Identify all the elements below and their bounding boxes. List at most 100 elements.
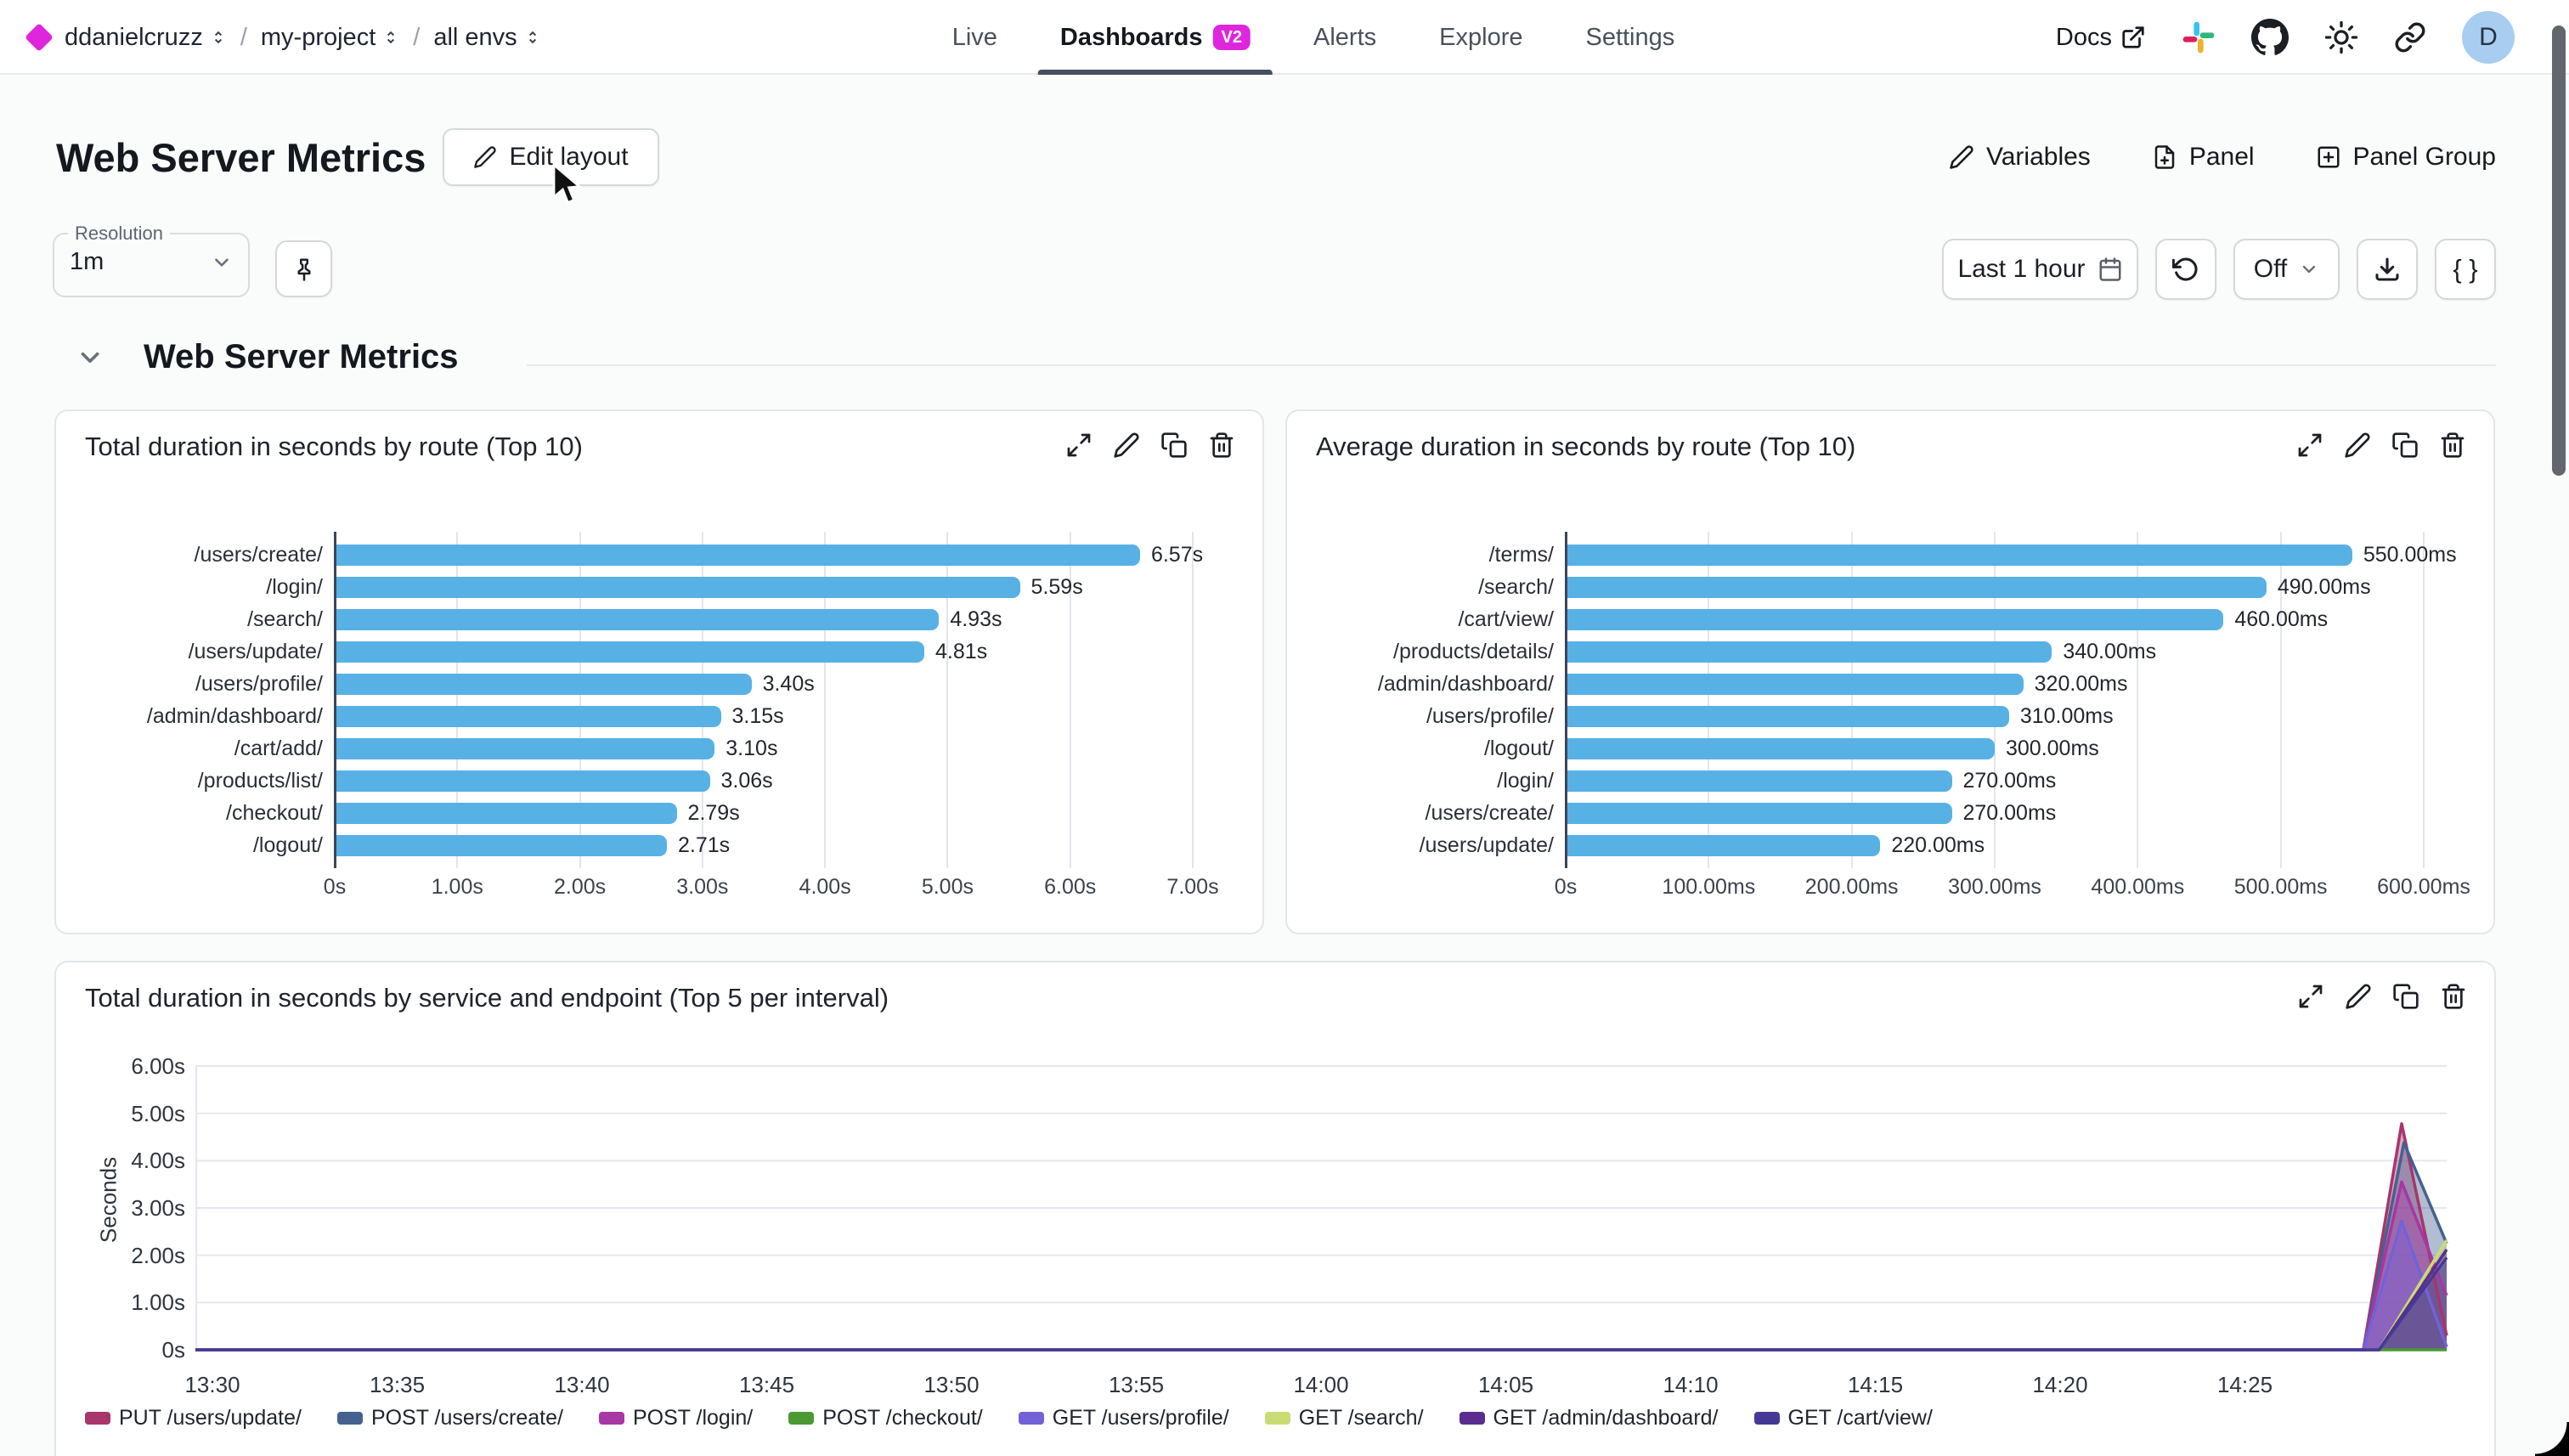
bar-value-label: 3.40s [762,671,815,696]
legend-label: GET /search/ [1298,1406,1424,1430]
expand-icon[interactable] [2296,432,2323,459]
refresh-button[interactable] [2155,239,2216,300]
tab-dashboards[interactable]: Dashboards V2 [1037,0,1273,75]
tab-alerts[interactable]: Alerts [1291,0,1398,75]
bar[interactable]: 3.15s [335,704,1193,727]
edit-layout-button[interactable]: Edit layout [443,128,659,186]
bar[interactable]: 310.00ms [1566,704,2424,727]
download-button[interactable] [2357,239,2418,300]
delete-panel-icon[interactable] [2440,983,2467,1010]
bar-category-label: /users/profile/ [195,671,323,696]
bar[interactable]: 2.71s [335,833,1193,856]
legend-item[interactable]: GET /search/ [1264,1406,1424,1431]
breadcrumb-project[interactable]: my-project [261,24,399,52]
variables-button[interactable]: Variables [1949,143,2091,172]
bar-chart-total-duration: /users/create/6.57s/login/5.59s/search/4… [80,532,1239,900]
expand-icon[interactable] [2297,983,2324,1010]
bar-row: /products/details/340.00ms [1311,635,2470,668]
copy-panel-icon[interactable] [1160,432,1188,459]
x-tick-label: 300.00ms [1948,875,2041,899]
bar[interactable]: 270.00ms [1566,801,2424,824]
sun-theme-icon[interactable] [2324,20,2358,54]
bar[interactable]: 3.06s [335,768,1193,793]
add-panel-button[interactable]: Panel [2152,143,2255,172]
github-icon[interactable] [2251,19,2289,56]
bar[interactable]: 5.59s [335,575,1193,598]
delete-panel-icon[interactable] [1208,432,1235,459]
bar[interactable]: 340.00ms [1566,640,2424,663]
bar-category-label: /login/ [266,574,323,599]
top-navbar: ddanielcruzz / my-project / all envs Liv… [0,0,2569,75]
legend-item[interactable]: GET /admin/dashboard/ [1459,1406,1719,1431]
bar-axis-labels: 0s 1.00s 2.00s 3.00s 4.00s 5.00s 6.00s 7.00s [324,875,1219,900]
share-link-icon[interactable] [2394,21,2426,54]
copy-panel-icon[interactable] [2392,983,2419,1010]
section-title: Web Server Metrics [144,338,459,375]
bar[interactable]: 300.00ms [1566,736,2424,759]
edit-panel-icon[interactable] [2344,432,2371,459]
bar[interactable]: 270.00ms [1566,769,2424,792]
resolution-select[interactable]: Resolution 1m [53,223,250,297]
tab-live[interactable]: Live [930,0,1019,75]
bar[interactable]: 220.00ms [1566,833,2424,856]
add-panel-group-button[interactable]: Panel Group [2316,143,2496,172]
bar[interactable]: 550.00ms [1566,543,2457,566]
json-view-button[interactable]: { } [2435,239,2496,300]
tab-explore[interactable]: Explore [1417,0,1544,75]
section-collapse-chevron-icon[interactable] [76,343,104,372]
bar-value-label: 3.06s [720,768,773,793]
time-range-button[interactable]: Last 1 hour [1942,239,2138,300]
bar[interactable]: 4.93s [335,607,1193,630]
tab-label: Live [951,23,997,51]
axis-line [334,532,336,868]
bar-row: /users/update/4.81s [80,635,1239,668]
breadcrumb-env[interactable]: all envs [433,24,540,52]
app-logo-diamond-icon[interactable] [25,23,54,52]
legend-item[interactable]: PUT /users/update/ [85,1406,302,1431]
expand-icon[interactable] [1065,432,1093,459]
bar-category-label: /search/ [247,607,323,631]
legend-swatch [85,1412,110,1425]
auto-refresh-select[interactable]: Off [2233,239,2340,300]
legend-item[interactable]: GET /cart/view/ [1753,1406,1933,1431]
bar[interactable]: 2.79s [335,801,1193,824]
tab-settings[interactable]: Settings [1563,0,1697,75]
bar-row: /users/update/220.00ms [1311,829,2470,861]
docs-link[interactable]: Docs [2056,24,2146,52]
bar-category-label: /terms/ [1488,542,1554,567]
slack-icon[interactable] [2182,20,2216,54]
bar[interactable]: 490.00ms [1566,575,2424,598]
legend-item[interactable]: POST /users/create/ [336,1406,563,1431]
vertical-scrollbar[interactable] [2552,25,2566,476]
bar[interactable]: 320.00ms [1566,672,2424,695]
panel-title: Total duration in seconds by service and… [85,983,889,1013]
edit-panel-icon[interactable] [1113,432,1140,459]
breadcrumb-org[interactable]: ddanielcruzz [65,24,227,52]
bar-value-label: 550.00ms [2363,542,2457,567]
tab-label: Alerts [1313,23,1377,51]
legend-item[interactable]: POST /checkout/ [788,1406,983,1431]
bar[interactable]: 3.10s [335,736,1193,759]
copy-panel-icon[interactable] [2391,432,2419,459]
bar-rows: /users/create/6.57s/login/5.59s/search/4… [80,539,1239,861]
legend-label: GET /admin/dashboard/ [1493,1406,1719,1430]
pin-resolution-button[interactable] [275,240,332,297]
user-avatar[interactable]: D [2462,11,2515,64]
delete-panel-icon[interactable] [2439,432,2466,459]
bar[interactable]: 6.57s [335,543,1203,566]
bar-grid [1565,532,2425,868]
legend-item[interactable]: POST /login/ [598,1406,753,1431]
bar-chart-average-duration: /terms/550.00ms/search/490.00ms/cart/vie… [1311,532,2470,900]
edit-panel-icon[interactable] [2345,983,2372,1010]
area-plot[interactable] [195,1065,2448,1352]
bar-category-label: /cart/view/ [1458,607,1554,631]
legend-swatch [788,1412,815,1425]
legend-item[interactable]: GET /users/profile/ [1018,1406,1229,1431]
x-tick-label: 0s [323,875,347,899]
bar[interactable]: 4.81s [335,640,1193,663]
x-tick-label: 200.00ms [1804,875,1899,899]
bar[interactable]: 3.40s [335,671,1193,696]
bar[interactable]: 460.00ms [1566,607,2424,630]
legend-swatch [1459,1412,1485,1425]
pencil-icon [1950,145,1973,169]
